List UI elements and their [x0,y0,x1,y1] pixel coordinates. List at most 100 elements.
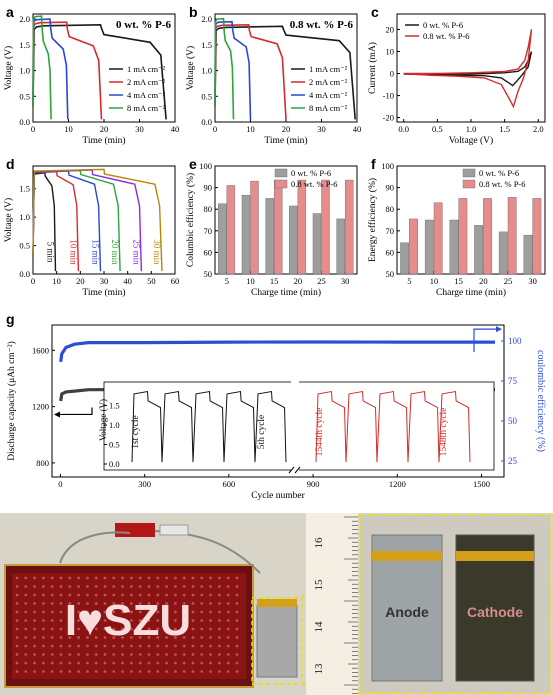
charge-time-annotation: 30 min [152,239,162,265]
led-dot [209,644,213,648]
led-dot [200,602,204,605]
bar [498,231,508,275]
led-dot [147,585,151,588]
y-tick-label-f: 50 [386,269,395,279]
led-dot [121,670,124,673]
led-dot [50,593,54,597]
wire-connector [159,524,189,536]
legend-entry: 4 mA cm⁻² [309,90,348,100]
led-dot [130,585,133,588]
led-dot [24,593,28,597]
x-tick-label-c: 1.0 [466,124,477,134]
ruler-number-16: 16 [313,537,325,549]
led-dot [156,670,160,673]
y-right-tick-label: 50 [508,416,518,426]
led-dot [77,593,80,597]
led-dot [191,661,195,665]
led-dot [226,653,230,656]
led-dot [200,653,204,656]
led-dot [218,661,221,665]
led-dot [68,610,72,614]
legend-entry: 2 mA cm⁻² [127,77,166,87]
led-dot [50,636,54,639]
panel-label-e: e [189,156,197,172]
led-dot [94,661,98,665]
chart-title-a: 0 wt. % P-6 [116,19,171,31]
panel-g: 0 300 600 900 1200 1500 800 1200 1600 Cycle numbe… [6,324,546,501]
led-dot [42,576,45,580]
led-dot [112,585,116,588]
led-dot [218,619,221,622]
led-dot [200,610,204,614]
bar [483,198,492,275]
led-dot [182,593,186,597]
led-dot [138,636,142,639]
led-dot [200,661,204,665]
device-photo: I♥SZU 16 15 14 13 Anode Cathode [0,513,553,695]
led-dot [235,593,239,597]
led-dot [200,670,204,673]
led-dot [147,576,151,580]
y-axis-label-b: Voltage (V) [185,46,196,90]
inset-cycle-label: 1st cycle [131,415,141,449]
ruler-number-15: 15 [313,579,325,591]
led-dot [138,619,142,622]
led-dot [147,602,151,605]
led-dot [182,670,186,673]
x-axis-label-b: Time (min) [264,135,307,146]
led-dot [147,644,151,648]
legend-swatch [462,168,476,178]
led-dot [50,644,54,648]
led-dot [33,653,36,656]
led-dot [209,602,213,605]
led-dot [33,610,36,614]
x-tick-label-f: 30 [528,276,537,286]
led-dot [209,627,213,631]
led-dot [191,619,195,622]
inset-cycle-label: 1544th cycle [315,408,325,457]
led-dot [15,653,19,656]
led-dot [94,593,98,597]
y-tick-label-e: 90 [204,183,213,193]
inset-y-axis-label: Voltage (V) [98,399,108,441]
led-dot [50,619,54,622]
y-tick-label-a: 1.0 [19,66,30,76]
led-dot [138,576,142,580]
cycle-curve [131,390,287,463]
led-dot [174,593,177,597]
led-dot [15,627,19,631]
bar [289,205,298,275]
led-dot [15,602,19,605]
legend-entry: 8 mA cm⁻² [309,103,348,113]
led-dot [226,644,230,648]
led-dot [103,653,107,656]
led-dot [68,644,72,648]
legend-swatch [462,179,476,189]
led-dot [103,602,107,605]
led-dot [24,627,28,631]
led-dot [156,644,160,648]
led-dot [68,661,72,665]
led-dot [191,644,195,648]
electronics-module [115,523,155,537]
y-tick-label-e: 70 [204,226,213,236]
led-dot [15,644,19,648]
led-dot [50,627,54,631]
led-dot [130,627,133,631]
cathode-label: Cathode [467,604,523,620]
led-dot [121,576,124,580]
led-dot [182,627,186,631]
y-tick-label-c: 0 [390,69,394,79]
led-dot [165,602,169,605]
x-tick-label-d: 0 [31,276,35,286]
led-dot [112,636,116,639]
x-tick-label-f: 10 [430,276,439,286]
legend-entry: 0 wt. % P-6 [423,20,463,30]
led-dot [59,653,63,656]
led-dot [24,602,28,605]
led-dot [86,610,89,614]
led-dot [94,644,98,648]
led-dot [182,619,186,622]
panel-e: 5 10 15 20 25 30 50 60 70 80 90 100 Charge time (min… [185,161,358,298]
led-dot [156,610,160,614]
